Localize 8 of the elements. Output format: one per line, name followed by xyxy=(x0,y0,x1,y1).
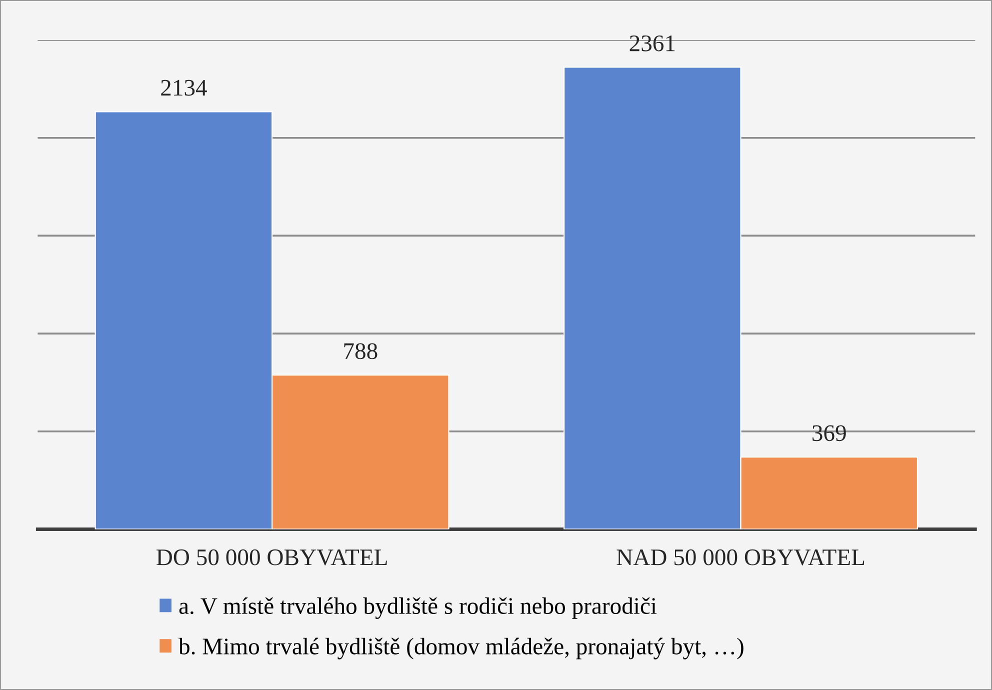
data-label: 788 xyxy=(344,343,378,360)
x-tick-label: DO 50 000 OBYVATEL xyxy=(156,549,387,566)
data-label: 2134 xyxy=(161,80,207,96)
data-label: 2361 xyxy=(630,35,675,52)
data-label: 369 xyxy=(812,425,846,442)
x-tick-label: NAD 50 000 OBYVATEL xyxy=(616,549,864,566)
legend-label: b. Mimo trvalé bydliště (domov mládeže, pronajatý byt, …) xyxy=(178,638,744,660)
legend-label: a. V místě trvalého bydliště s rodiči nebo prarodiči xyxy=(179,597,657,619)
